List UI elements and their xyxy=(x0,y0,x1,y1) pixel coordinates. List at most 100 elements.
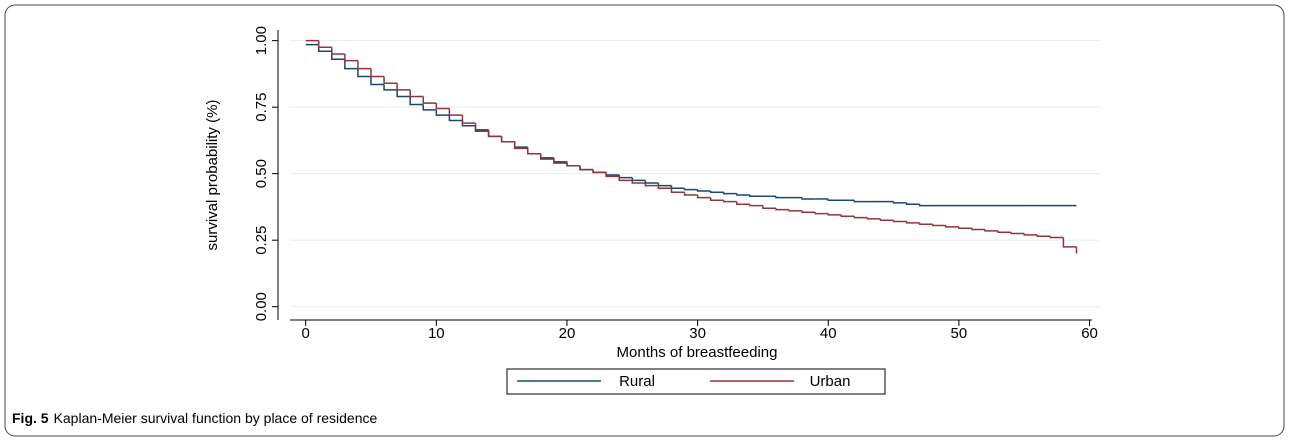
survival-step xyxy=(435,109,450,116)
survival-step xyxy=(344,53,358,62)
survival-step xyxy=(500,136,515,143)
caption: Fig. 5 Kaplan-Meier survival function by … xyxy=(12,410,377,426)
survival-step xyxy=(631,180,646,184)
survival-step xyxy=(357,68,371,78)
survival-step xyxy=(827,198,842,202)
survival-step xyxy=(905,221,920,224)
y-axis-title: survival probability (%) xyxy=(204,100,221,251)
survival-step xyxy=(422,96,437,104)
survival-step xyxy=(448,115,463,122)
survival-step xyxy=(331,51,345,61)
survival-step xyxy=(435,103,450,110)
y-tick-label: 0.50 xyxy=(253,159,270,188)
caption-text: Kaplan-Meier survival function by place … xyxy=(54,410,378,426)
survival-step xyxy=(762,205,776,210)
survival-step xyxy=(592,169,607,174)
survival-step xyxy=(853,216,868,219)
survival-step xyxy=(683,192,698,196)
survival-step xyxy=(932,224,946,227)
survival-step xyxy=(984,229,999,232)
survival-step xyxy=(566,161,581,167)
survival-step xyxy=(513,141,528,148)
survival-step xyxy=(945,225,959,228)
survival-step xyxy=(775,196,790,199)
survival-step xyxy=(670,185,685,190)
survival-step xyxy=(644,182,659,187)
survival-step xyxy=(370,76,385,86)
survival-step xyxy=(905,202,920,206)
survival-step xyxy=(801,197,816,200)
survival-step xyxy=(579,165,594,171)
survival-step xyxy=(487,131,502,138)
survival-step xyxy=(866,217,881,220)
survival-step xyxy=(918,204,933,207)
survival-step xyxy=(749,194,763,198)
x-tick-label: 50 xyxy=(951,325,968,342)
survival-step xyxy=(383,76,398,84)
survival-step xyxy=(317,40,332,49)
survival-step xyxy=(618,176,633,182)
survival-step xyxy=(487,129,502,138)
x-axis-title: Months of breastfeeding xyxy=(617,344,778,361)
survival-step xyxy=(1010,232,1025,235)
y-tick-label: 1.00 xyxy=(253,26,270,55)
survival-step xyxy=(1049,236,1064,239)
survival-step xyxy=(670,188,685,194)
survival-step xyxy=(500,136,515,143)
survival-step xyxy=(1023,233,1038,236)
survival-step xyxy=(892,201,907,204)
survival-step xyxy=(383,84,398,91)
survival-step xyxy=(396,89,411,98)
y-tick-label: 0.00 xyxy=(253,292,270,321)
survival-step xyxy=(958,226,972,229)
survival-step xyxy=(840,214,855,217)
survival-step xyxy=(422,104,437,111)
survival-step xyxy=(448,108,463,116)
survival-step xyxy=(344,59,358,70)
survival-step xyxy=(696,194,711,199)
survival-step xyxy=(736,201,750,206)
x-tick-label: 20 xyxy=(559,325,576,342)
survival-step xyxy=(788,209,803,212)
x-tick-label: 40 xyxy=(820,325,837,342)
y-tick-label: 0.25 xyxy=(253,226,270,255)
survival-step xyxy=(709,197,724,202)
survival-step xyxy=(997,230,1012,233)
survival-step xyxy=(827,213,842,216)
survival-step xyxy=(722,200,737,203)
survival-step xyxy=(971,228,986,231)
survival-step xyxy=(553,157,567,163)
survival-step xyxy=(879,218,894,221)
survival-step xyxy=(618,175,633,179)
survival-step xyxy=(357,60,371,70)
caption-label: Fig. 5 xyxy=(12,410,49,426)
survival-step xyxy=(1062,237,1077,248)
survival-step xyxy=(657,185,672,190)
survival-step xyxy=(709,190,724,194)
survival-step xyxy=(853,200,868,203)
survival-step xyxy=(657,182,672,187)
survival-step xyxy=(722,192,737,195)
survival-step xyxy=(331,47,345,55)
legend-label: Rural xyxy=(619,373,655,390)
survival-step xyxy=(1036,234,1051,237)
legend-label: Urban xyxy=(810,373,851,390)
survival-step xyxy=(631,177,646,182)
survival-step xyxy=(801,210,816,213)
survival-step xyxy=(474,123,489,131)
survival-step xyxy=(814,212,829,215)
x-tick-label: 10 xyxy=(428,325,445,342)
survival-step xyxy=(513,141,528,150)
survival-step xyxy=(918,222,933,225)
x-tick-label: 60 xyxy=(1081,325,1098,342)
y-tick-label: 0.75 xyxy=(253,93,270,122)
survival-step xyxy=(409,96,424,106)
x-tick-label: 0 xyxy=(302,325,310,342)
x-tick-label: 30 xyxy=(689,325,706,342)
survival-step xyxy=(527,147,541,155)
survival-step xyxy=(683,188,698,191)
survival-step xyxy=(696,189,711,192)
frame xyxy=(4,4,1285,437)
